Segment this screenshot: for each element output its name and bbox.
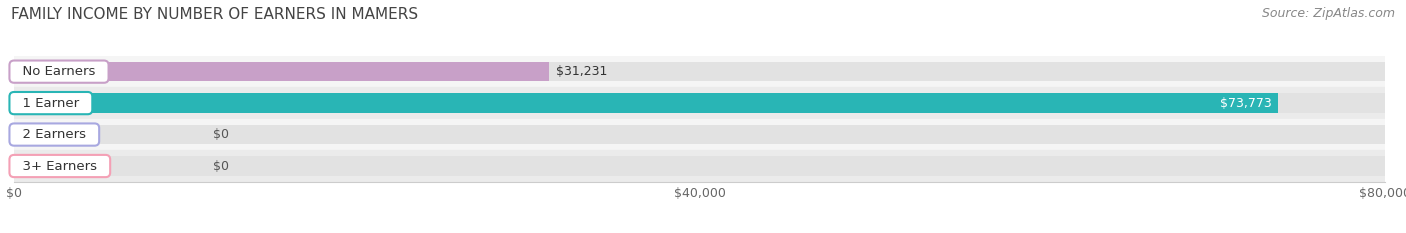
Bar	[14, 93, 1278, 113]
Bar	[14, 87, 1385, 119]
Bar	[14, 150, 1385, 182]
Bar	[14, 62, 550, 81]
Text: 3+ Earners: 3+ Earners	[14, 160, 105, 172]
Text: $31,231: $31,231	[557, 65, 607, 78]
Bar	[14, 93, 1385, 113]
Text: $0: $0	[212, 160, 229, 172]
Bar	[14, 62, 1385, 81]
Text: FAMILY INCOME BY NUMBER OF EARNERS IN MAMERS: FAMILY INCOME BY NUMBER OF EARNERS IN MA…	[11, 7, 419, 22]
Text: $73,773: $73,773	[1219, 97, 1271, 110]
Bar	[14, 156, 1385, 176]
Bar	[14, 125, 1385, 144]
Text: $0: $0	[212, 128, 229, 141]
Text: 2 Earners: 2 Earners	[14, 128, 94, 141]
Text: Source: ZipAtlas.com: Source: ZipAtlas.com	[1261, 7, 1395, 20]
Bar	[14, 56, 1385, 87]
Text: 1 Earner: 1 Earner	[14, 97, 87, 110]
Text: No Earners: No Earners	[14, 65, 104, 78]
Bar	[14, 119, 1385, 150]
